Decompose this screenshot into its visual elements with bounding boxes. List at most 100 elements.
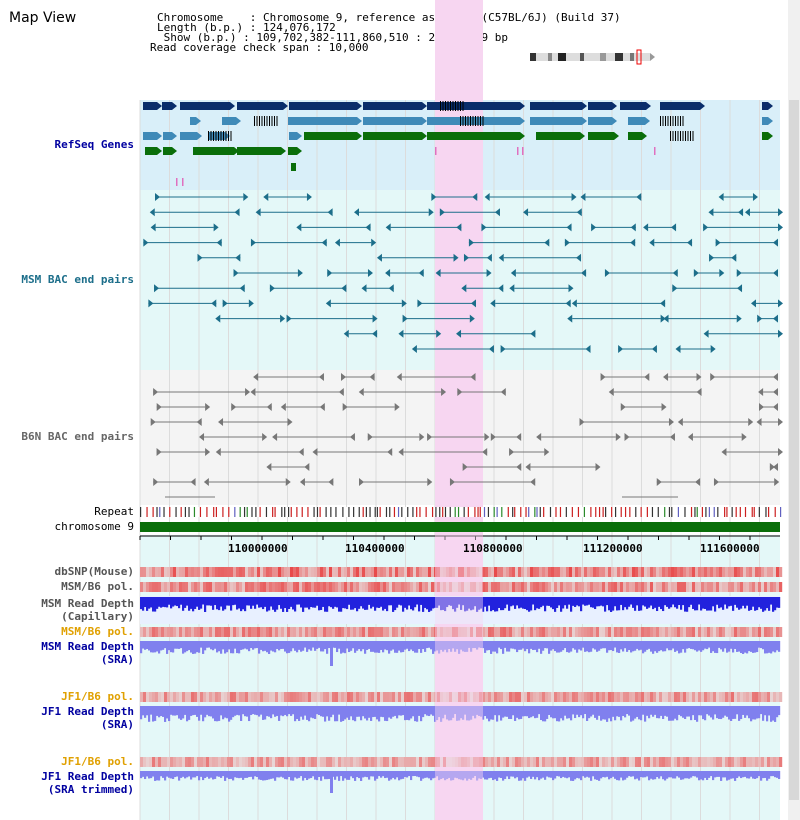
gene-exon-tick [462, 116, 464, 126]
jf1-depth-trimmed-bar [520, 771, 523, 781]
jf1-depth-trimmed-bar [358, 771, 361, 779]
gene-feature [304, 132, 357, 140]
msm-depth-sra-bar [726, 641, 729, 653]
jf1-depth-sra-bar [428, 706, 431, 717]
msm-depth-sra-bar [774, 641, 777, 653]
jf1-b6-pol-heat-cell [551, 692, 555, 702]
jf1-depth-trimmed-bar [600, 771, 603, 779]
jf1-depth-sra-bar [200, 706, 203, 715]
b6n-bac-pair-end [150, 418, 156, 426]
msm-bac-pair-end [239, 284, 245, 293]
msm-bac-pair-end [498, 284, 504, 293]
jf1-depth-sra-bar [286, 706, 289, 717]
dbsnp-heat-cell [779, 567, 783, 577]
jf1-depth-trimmed-bar [580, 771, 583, 781]
b6n-bac-pair-end [769, 463, 775, 471]
dbsnp-heat-cell [605, 567, 609, 577]
repeat-mark [534, 507, 536, 517]
msm-bac-pair-end [486, 253, 492, 262]
msm-bac-pair-end [211, 299, 217, 308]
msm-depth-capillary-bar [368, 597, 371, 605]
dbsnp-heat-cell [713, 567, 717, 577]
msm-depth-sra-bar-spike [330, 641, 333, 666]
msm-b6-pol-2-heat-cell [203, 627, 207, 637]
msm-depth-capillary-bar [700, 597, 703, 611]
msm-b6-pol-heat-cell [305, 582, 309, 592]
jf1-depth-trimmed-bar [390, 771, 393, 780]
jf1-depth-trimmed-bar [246, 771, 249, 778]
jf1-b6-pol-2-heat-cell [191, 757, 195, 767]
msm-bac-pair-end [488, 345, 494, 353]
msm-b6-pol-2-heat-cell [140, 627, 144, 637]
gene-strand-arrow [768, 132, 773, 140]
msm-depth-capillary-bar [598, 597, 601, 607]
msm-b6-pol-2-heat-cell [776, 627, 780, 637]
dbsnp-heat-cell [233, 567, 237, 577]
jf1-b6-pol-2-heat-cell [239, 757, 243, 767]
b6n-bac-pair-end [250, 388, 256, 396]
msm-depth-sra-bar [478, 641, 481, 648]
msm-bac-pair-end [709, 253, 715, 262]
gene-strand-arrow [197, 132, 202, 140]
msm-depth-sra-bar [506, 641, 509, 652]
msm-b6-pol-2-heat-cell [671, 627, 675, 637]
msm-depth-capillary-bar [538, 597, 541, 609]
gene-exon-tick [685, 131, 686, 141]
msm-depth-sra-bar [544, 641, 547, 649]
msm-depth-capillary-bar [662, 597, 665, 612]
msm-depth-sra-bar [296, 641, 299, 653]
msm-depth-capillary-bar [472, 597, 475, 610]
dbsnp-heat-cell [416, 567, 420, 577]
msm-bac-pair-end [280, 314, 286, 323]
msm-b6-pol-2-heat-cell [590, 627, 594, 637]
jf1-b6-pol-heat-cell [770, 692, 774, 702]
msm-depth-capillary-bar [398, 597, 401, 605]
jf1-b6-pol-heat-cell [374, 692, 378, 702]
jf1-depth-sra-bar [566, 706, 569, 719]
msm-depth-capillary-bar [528, 597, 531, 612]
repeat-mark [353, 507, 355, 517]
gene-strand-arrow [157, 132, 162, 140]
jf1-depth-trimmed-bar [746, 771, 749, 779]
jf1-b6-pol-heat-cell [668, 692, 672, 702]
msm-b6-pol-heat-cell [746, 582, 750, 592]
msm-depth-capillary-bar [424, 597, 427, 608]
msm-b6-pol-2-heat-cell [344, 627, 348, 637]
msm-depth-sra-bar [232, 641, 235, 654]
jf1-b6-pol-2-heat-cell [353, 757, 357, 767]
msm-depth-capillary-bar [228, 597, 231, 606]
page-title: Map View [9, 10, 77, 26]
dbsnp-heat-cell [140, 567, 144, 577]
msm-depth-capillary-bar [388, 597, 391, 606]
msm-depth-capillary-bar [358, 597, 361, 609]
jf1-depth-trimmed-bar [302, 771, 305, 781]
jf1-depth-trimmed-bar [758, 771, 761, 777]
b6n-bac-pair-end [696, 388, 702, 396]
jf1-b6-pol-2-heat-cell [419, 757, 423, 767]
msm-depth-capillary-bar [208, 597, 211, 606]
msm-b6-pol-2-heat-cell [305, 627, 309, 637]
msm-depth-sra-bar [756, 641, 759, 653]
jf1-b6-pol-heat-cell [263, 692, 267, 702]
repeat-mark [234, 507, 236, 517]
jf1-b6-pol-heat-cell [338, 692, 342, 702]
msm-depth-capillary-bar [350, 597, 353, 610]
msm-depth-capillary-bar [502, 597, 505, 611]
msm-bac-pair-end [757, 314, 763, 323]
jf1-depth-sra-bar [454, 706, 457, 715]
msm-depth-sra-bar [694, 641, 697, 651]
msm-depth-sra-bar [464, 641, 467, 652]
jf1-depth-sra-bar [342, 706, 345, 721]
jf1-depth-trimmed-bar [344, 771, 347, 779]
msm-depth-capillary-bar [340, 597, 343, 612]
jf1-depth-sra-bar [462, 706, 465, 720]
jf1-b6-pol-2-heat-cell [350, 757, 354, 767]
jf1-b6-pol-heat-cell [587, 692, 591, 702]
msm-depth-capillary-bar [776, 597, 779, 608]
jf1-depth-trimmed-bar [570, 771, 573, 781]
dbsnp-heat-cell [740, 567, 744, 577]
jf1-depth-trimmed-bar [620, 771, 623, 778]
gene-strand-arrow [612, 102, 617, 110]
gene-exon-tick [230, 131, 232, 141]
